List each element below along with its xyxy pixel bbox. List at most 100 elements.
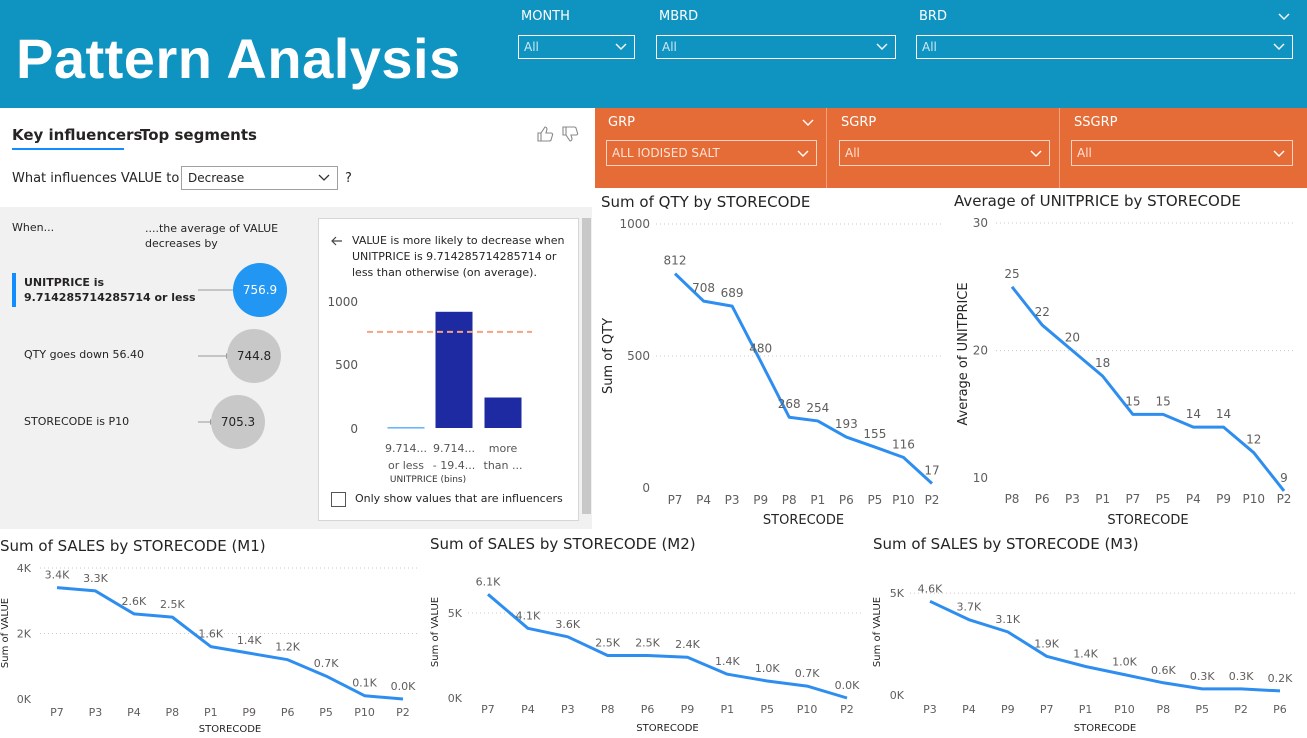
x-tick-label: P9 [753,493,768,507]
x-tick-label: P8 [782,493,797,507]
x-axis-label: STORECODE [636,723,698,734]
question-prefix: What influences VALUE to [12,171,180,186]
series-line [1010,285,1286,492]
x-tick-label: P3 [725,493,740,507]
influencer-bin-chart: 1000 500 0 9.714... or less 9.714... - 19.4… [327,295,532,485]
chart-title: Sum of SALES by STORECODE (M2) [430,535,696,553]
selected-indicator [12,273,16,307]
y-tick-label: 1000 [327,295,358,309]
bin-bar [387,427,425,429]
x-tick-label: P6 [281,706,295,719]
x-tick-label: P1 [204,706,218,719]
influencers-only-checkbox[interactable] [331,492,346,507]
data-label: 0.2K [1268,672,1293,685]
x-axis-label: STORECODE [199,724,261,735]
thumbs-down-icon[interactable] [561,125,579,143]
x-tick-label: P5 [760,703,774,716]
data-label: 1.4K [715,655,740,668]
x-tick-label: P5 [319,706,333,719]
bin-bar [435,311,473,428]
x-tick-label: P8 [1157,703,1171,716]
data-label: 3.6K [555,618,580,631]
x-tick-label: P7 [668,493,683,507]
x-tick-label: P4 [127,706,141,719]
direction-value: Decrease [188,171,245,185]
influencer-item-label[interactable]: UNITPRICE is 9.714285714285714 or less [24,276,196,304]
mbrd-filter-dropdown[interactable]: All [656,35,896,59]
data-label: 17 [924,464,939,478]
ssgrp-filter-label: SSGRP [1074,115,1118,130]
data-label: 14 [1216,407,1231,421]
tab-key-influencers[interactable]: Key influencers [12,126,143,144]
data-label: 116 [892,437,915,451]
data-label: 812 [664,254,687,268]
divider [826,108,827,188]
y-axis-label: Sum of VALUE [0,598,11,668]
chevron-down-icon [1273,43,1285,50]
data-label: 0.0K [391,680,416,693]
data-label: 0.6K [1151,664,1176,677]
x-tick-label: P5 [867,493,882,507]
data-label: 6.1K [476,575,501,588]
influencer-bubble-value: 744.8 [237,349,271,363]
y-tick-label: 0K [17,693,32,706]
data-label: 15 [1125,394,1140,408]
brd-filter-value: All [922,40,937,54]
data-label: 25 [1004,267,1019,281]
x-tick-label: P3 [923,703,937,716]
active-tab-underline [12,148,124,150]
influencer-item-label[interactable]: STORECODE is P10 [24,415,130,428]
chevron-down-icon [876,43,888,50]
x-tick-label: P6 [839,493,854,507]
bin-tick-label: 9.714... [385,442,427,455]
data-label: 4.1K [516,609,541,622]
direction-dropdown[interactable]: Decrease [181,166,338,190]
bin-tick-label: or less [388,459,424,472]
y-axis-label: Sum of VALUE [430,597,441,667]
data-label: 1.4K [1073,647,1098,660]
grp-filter-dropdown[interactable]: ALL IODISED SALT [606,140,817,166]
x-tick-label: P8 [166,706,180,719]
unitprice-line-chart: 10 20 30 25 22 20 18 15 15 14 14 12 9 P8 P6 P3 P1 P7 P5 P4 P… [956,216,1295,528]
chevron-down-icon[interactable] [801,115,815,129]
report-header [0,0,1307,108]
x-tick-label: P10 [1114,703,1135,716]
y-tick-label: 0K [448,692,463,705]
brd-filter-dropdown[interactable]: All [916,35,1293,59]
data-label: 254 [806,401,829,415]
data-label: 18 [1095,356,1110,370]
x-tick-label: P7 [1040,703,1054,716]
data-label: 1.0K [755,662,780,675]
thumbs-up-icon[interactable] [536,125,554,143]
series-line [929,599,1281,693]
influencer-bubble [233,263,287,317]
x-axis-label: STORECODE [1107,513,1188,528]
data-label: 3.3K [83,572,108,585]
y-tick-label: 0K [890,689,905,702]
y-tick-label: 5K [448,607,463,620]
data-label: 14 [1186,407,1201,421]
data-label: 20 [1065,331,1080,345]
tab-top-segments[interactable]: Top segments [140,126,257,144]
chevron-down-icon[interactable] [1277,9,1291,23]
page-title: Pattern Analysis [16,27,461,90]
series-line [673,272,934,485]
back-arrow-icon[interactable] [330,234,344,248]
y-tick-label: 500 [335,358,358,372]
data-label: 0.7K [314,657,339,670]
sgrp-filter-dropdown[interactable]: All [839,140,1050,166]
question-suffix: ? [345,171,352,186]
ssgrp-filter-dropdown[interactable]: All [1071,140,1293,166]
x-tick-label: P2 [840,703,854,716]
influencer-bubbles: 756.9 744.8 705.3 [198,263,287,449]
month-filter-dropdown[interactable]: All [518,35,635,59]
y-axis-label: Sum of QTY [601,318,616,394]
influencer-item-label[interactable]: QTY goes down 56.40 [24,348,144,361]
data-label: 22 [1035,305,1050,319]
y-tick-label: 0 [642,481,650,495]
chevron-down-icon [1030,150,1042,157]
month-filter-value: All [524,40,539,54]
scrollbar[interactable] [582,218,591,514]
y-axis-label: Average of UNITPRICE [956,282,971,425]
y-tick-label: 5K [890,587,905,600]
